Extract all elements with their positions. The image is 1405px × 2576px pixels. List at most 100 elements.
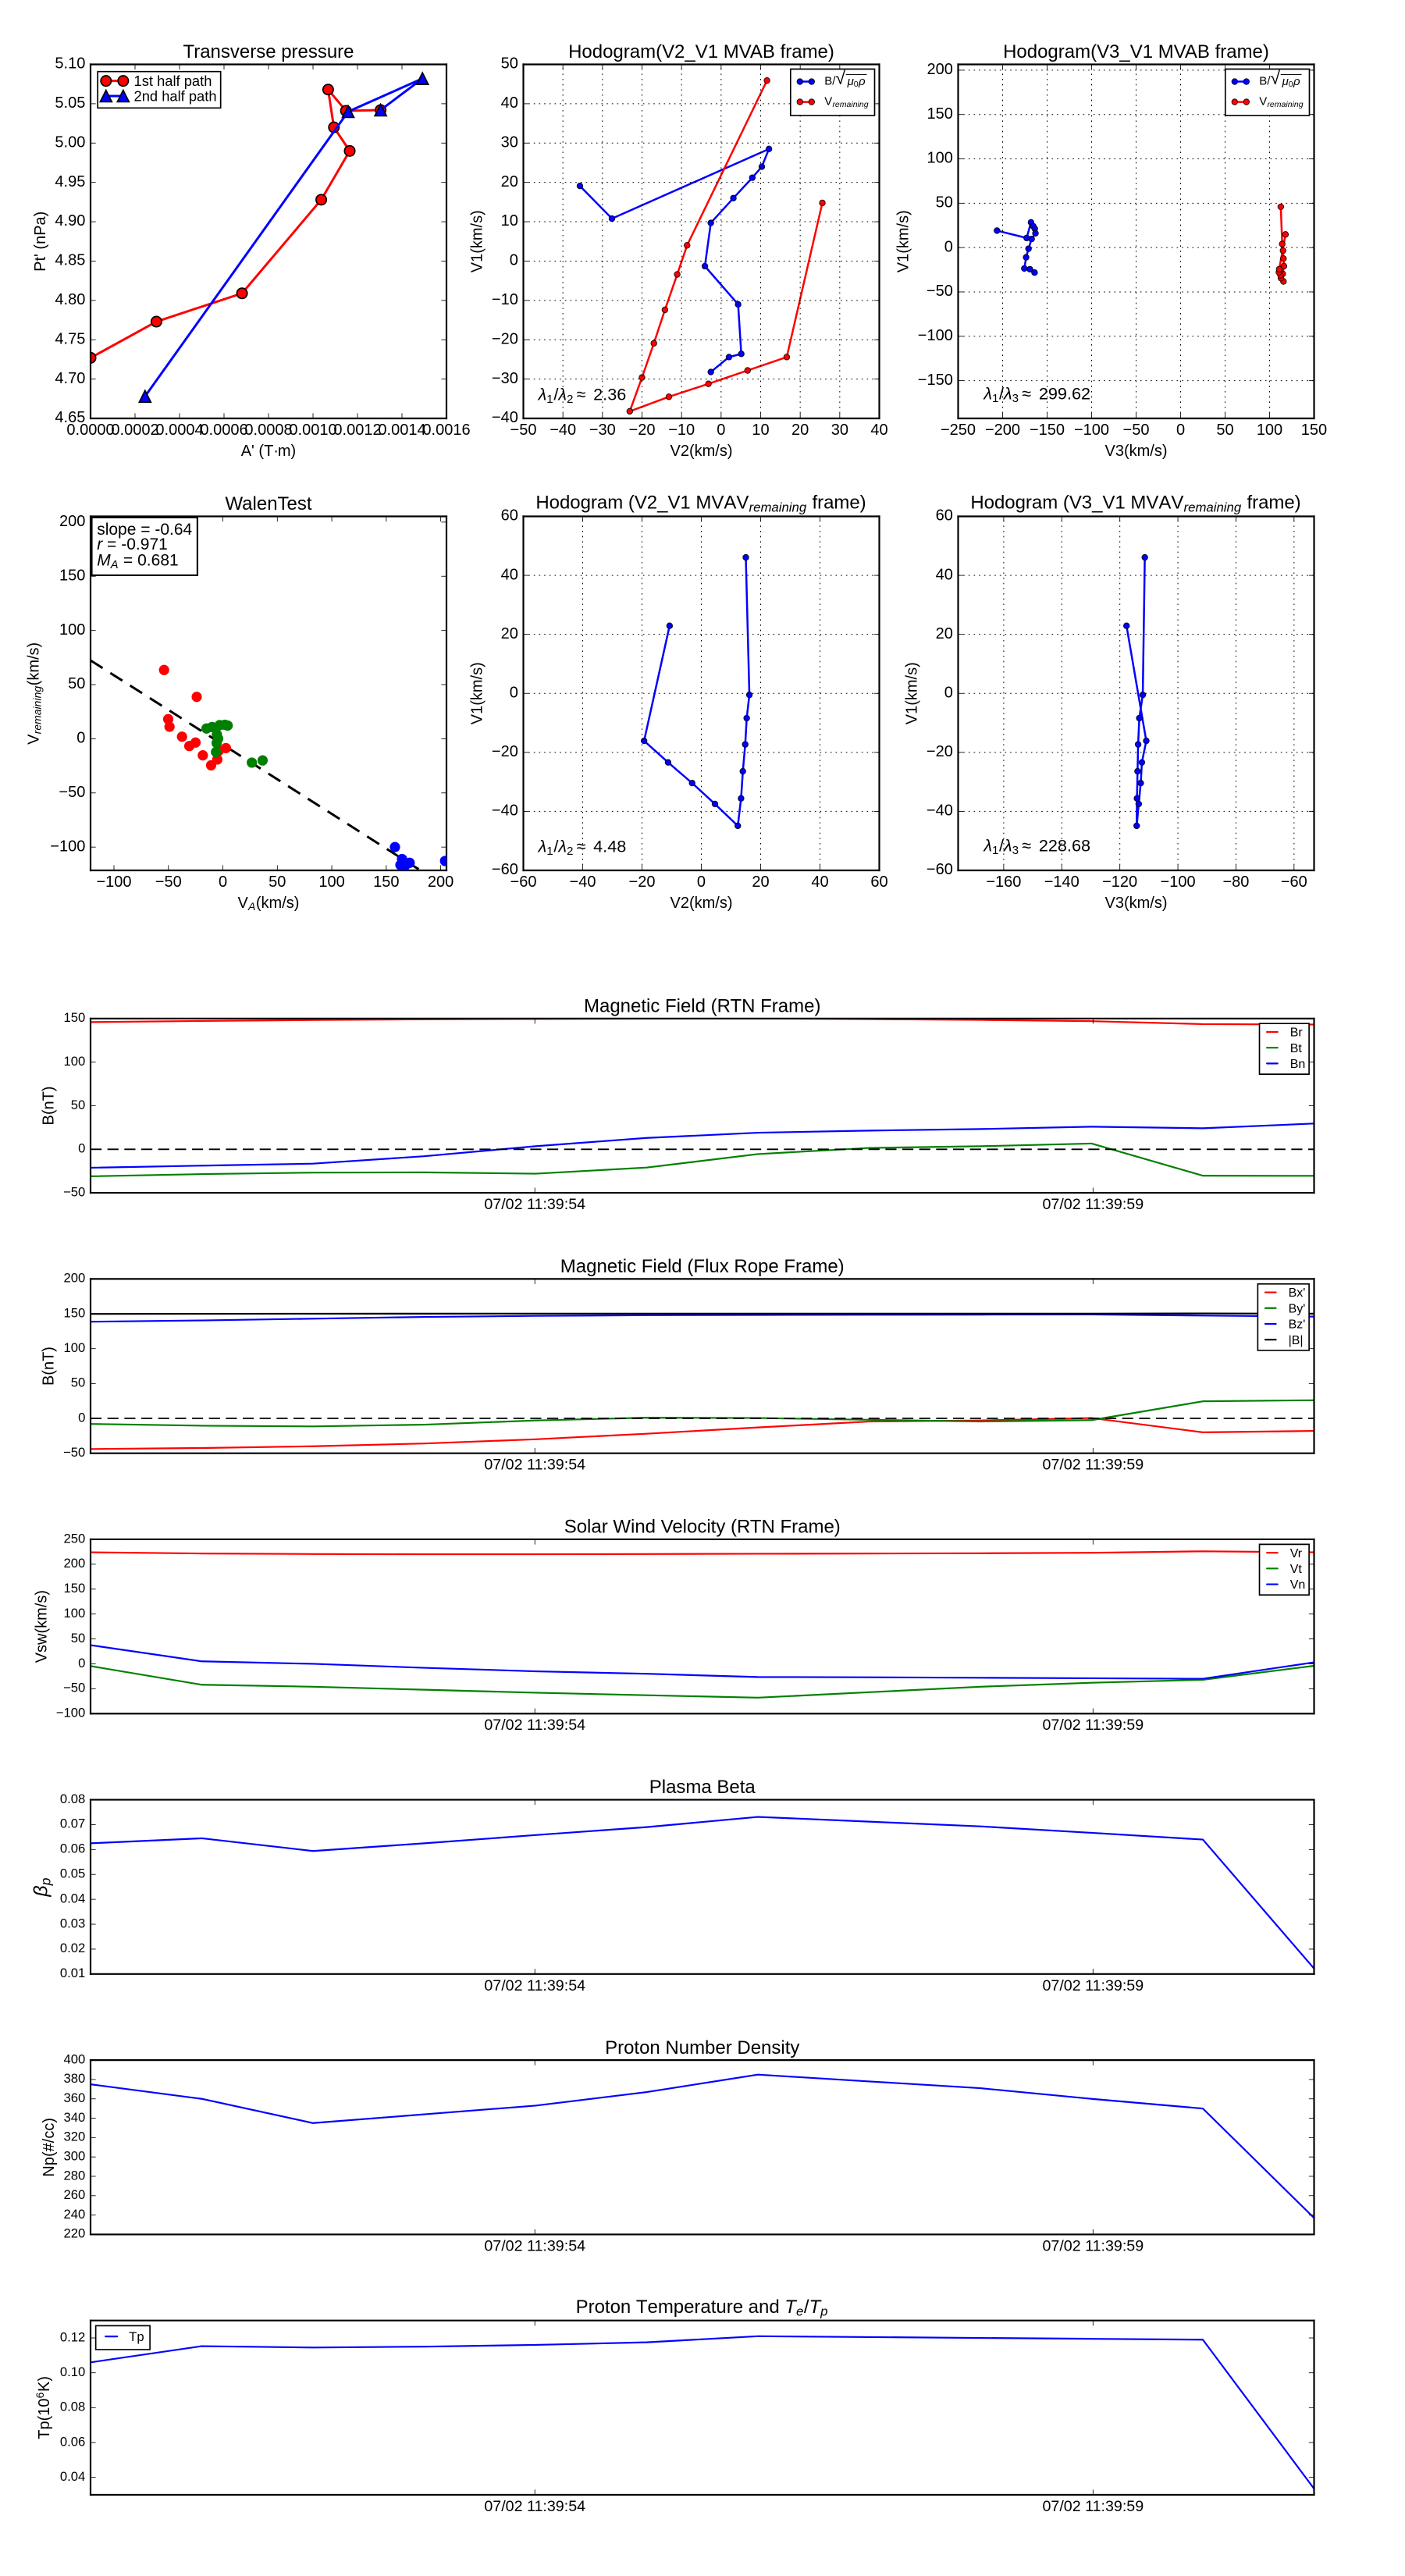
svg-text:|B|: |B| (1289, 1334, 1304, 1347)
svg-text:H o d o: H o d o g r a m ( V 2 _ V 1 M V A V f r … (535, 490, 872, 517)
svg-text:WalenTest: WalenTest (225, 493, 311, 514)
svg-text:20: 20 (791, 422, 809, 439)
svg-text:07/02 11:39:59: 07/02 11:39:59 (1042, 2237, 1144, 2254)
svg-text:07/02 11:39:54: 07/02 11:39:54 (484, 1196, 585, 1213)
svg-text:−100: −100 (96, 873, 131, 891)
svg-text:λ λ 1 3: λ λ 1 3 / ≈ 2 2 8 . 6 8 (983, 832, 1090, 858)
svg-text:−20: −20 (629, 873, 656, 891)
svg-text:−50: −50 (63, 1184, 85, 1199)
svg-text:−20: −20 (492, 330, 518, 347)
svg-text:0.07: 0.07 (60, 1816, 85, 1831)
svg-text:B / √ μ: B / √ μ ρ 0 (824, 66, 871, 90)
svg-text:0: 0 (510, 684, 518, 701)
svg-text:−30: −30 (492, 370, 518, 387)
svg-text:0.0016: 0.0016 (422, 422, 470, 439)
svg-text:Vsw(km/s): Vsw(km/s) (33, 1590, 50, 1663)
svg-text:100: 100 (64, 1054, 86, 1069)
svg-text:0.08: 0.08 (60, 2400, 85, 2414)
svg-text:−10: −10 (492, 291, 518, 308)
svg-text:50: 50 (936, 194, 953, 212)
svg-text:r =: r = - 0 . 9 7 1 (97, 531, 168, 554)
svg-text:07/02 11:39:54: 07/02 11:39:54 (484, 2237, 585, 2254)
svg-text:5.10: 5.10 (55, 55, 85, 73)
svg-text:Bx': Bx' (1289, 1286, 1306, 1300)
svg-text:380: 380 (64, 2071, 86, 2086)
svg-text:0: 0 (1176, 422, 1185, 439)
svg-text:0.0004: 0.0004 (155, 422, 203, 439)
svg-text:V1(km/s): V1(km/s) (903, 662, 920, 724)
svg-text:150: 150 (64, 1305, 86, 1320)
svg-text:40: 40 (870, 422, 887, 439)
svg-text:150: 150 (64, 1010, 86, 1025)
svg-text:0.0014: 0.0014 (378, 422, 425, 439)
svg-text:0.02: 0.02 (60, 1941, 85, 1955)
svg-text:Plasma Beta: Plasma Beta (649, 1777, 756, 1798)
svg-text:λ λ 1 3: λ λ 1 3 / ≈ 2 9 9 . 6 2 (983, 380, 1090, 406)
svg-text:Vr: Vr (1290, 1547, 1303, 1560)
svg-text:M A =: M A = 0 . 6 8 1 (97, 546, 179, 572)
svg-text:−250: −250 (941, 422, 976, 439)
svg-text:200: 200 (428, 873, 454, 891)
svg-text:360: 360 (64, 2090, 86, 2105)
svg-text:50: 50 (71, 1098, 86, 1112)
svg-text:220: 220 (64, 2226, 86, 2241)
svg-text:0: 0 (944, 238, 953, 255)
svg-text:07/02 11:39:59: 07/02 11:39:59 (1042, 2498, 1144, 2515)
svg-text:−60: −60 (927, 861, 953, 878)
svg-text:280: 280 (64, 2168, 86, 2183)
svg-text:0.0012: 0.0012 (333, 422, 381, 439)
svg-text:0: 0 (944, 684, 953, 701)
svg-text:B(nT): B(nT) (41, 1347, 58, 1386)
svg-text:β p: β p (29, 1877, 54, 1897)
svg-text:30: 30 (831, 422, 848, 439)
svg-text:−40: −40 (550, 422, 576, 439)
svg-text:−20: −20 (629, 422, 656, 439)
svg-text:T p ( 1: T p ( 1 0 K ) 6 (30, 2371, 54, 2439)
svg-text:0: 0 (717, 422, 725, 439)
svg-text:−40: −40 (570, 873, 596, 891)
svg-text:λ λ 1 2: λ λ 1 2 / ≈ 4 . 4 8 (538, 833, 627, 859)
svg-text:−160: −160 (986, 873, 1021, 891)
svg-text:0: 0 (78, 1410, 85, 1425)
svg-text:0: 0 (510, 252, 518, 269)
svg-text:Transverse pressure: Transverse pressure (183, 41, 354, 62)
svg-text:0.0010: 0.0010 (289, 422, 336, 439)
svg-text:−20: −20 (927, 743, 953, 760)
svg-text:Np(#/cc): Np(#/cc) (41, 2118, 58, 2177)
svg-text:−50: −50 (155, 873, 182, 891)
svg-text:H o d o: H o d o g r a m ( V 3 _ V 1 M V A V f r … (970, 490, 1307, 517)
svg-text:150: 150 (59, 567, 85, 584)
svg-text:240: 240 (64, 2207, 86, 2222)
svg-text:V2(km/s): V2(km/s) (670, 895, 732, 912)
svg-text:200: 200 (64, 1556, 86, 1571)
svg-text:slope = -0.64: slope = -0.64 (97, 521, 192, 539)
svg-text:07/02 11:39:59: 07/02 11:39:59 (1042, 1717, 1144, 1734)
svg-text:100: 100 (64, 1340, 86, 1355)
svg-text:0.08: 0.08 (60, 1791, 85, 1806)
svg-text:07/02 11:39:54: 07/02 11:39:54 (484, 2498, 585, 2515)
svg-text:−60: −60 (492, 861, 518, 878)
svg-text:−40: −40 (927, 802, 953, 820)
svg-text:20: 20 (936, 625, 953, 642)
svg-text:340: 340 (64, 2110, 86, 2125)
svg-text:Bn: Bn (1290, 1058, 1306, 1071)
svg-text:20: 20 (501, 625, 518, 642)
svg-text:50: 50 (1216, 422, 1233, 439)
svg-text:4.75: 4.75 (55, 330, 85, 347)
svg-text:−100: −100 (1074, 422, 1109, 439)
svg-text:150: 150 (927, 105, 952, 123)
svg-text:0.06: 0.06 (60, 2434, 85, 2449)
svg-text:40: 40 (501, 94, 518, 112)
svg-text:−100: −100 (50, 838, 85, 855)
svg-text:2nd half path: 2nd half path (134, 87, 217, 104)
svg-text:−30: −30 (589, 422, 616, 439)
svg-text:−100: −100 (1161, 873, 1196, 891)
svg-text:−50: −50 (510, 422, 537, 439)
svg-text:V r e m: V r e m a i n i n g (824, 86, 870, 111)
svg-text:0.04: 0.04 (60, 1891, 85, 1905)
svg-text:−200: −200 (985, 422, 1020, 439)
svg-text:60: 60 (870, 873, 887, 891)
svg-text:0.05: 0.05 (60, 1866, 85, 1881)
svg-text:−40: −40 (492, 802, 518, 820)
svg-text:50: 50 (269, 873, 286, 891)
